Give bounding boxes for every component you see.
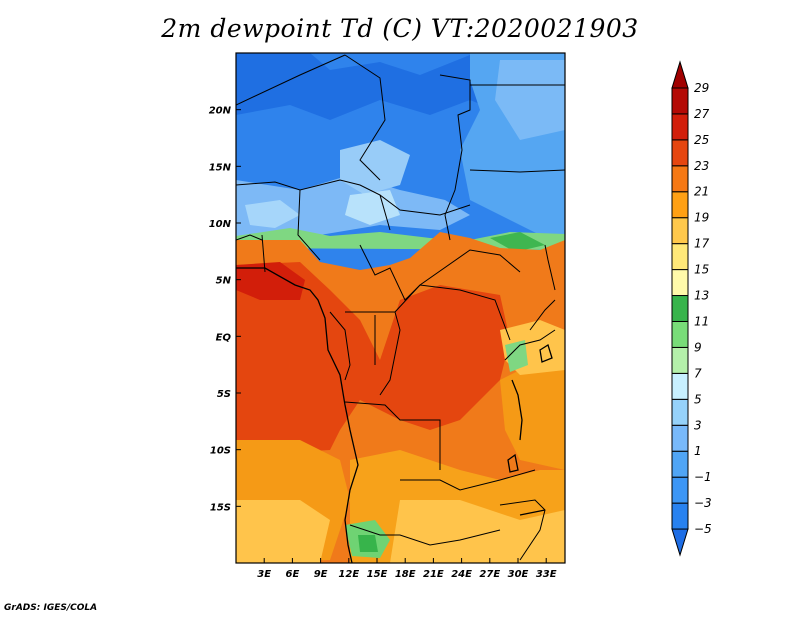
colorbar-label: 27 xyxy=(694,107,710,121)
x-tick-label: 30E xyxy=(508,569,529,580)
y-axis: 20N 15N 10N 5N EQ 5S 10S 15S xyxy=(209,106,241,513)
colorbar-bin xyxy=(671,217,689,245)
colorbar-bin xyxy=(671,87,689,115)
colorbar-bin-high xyxy=(671,60,689,89)
map-frame xyxy=(235,52,566,564)
y-tick-label: 20N xyxy=(209,106,232,117)
x-tick-label: 6E xyxy=(286,569,300,580)
colorbar-label: 21 xyxy=(694,185,709,199)
y-tick-label: EQ xyxy=(216,332,232,343)
colorbar-label: −3 xyxy=(694,496,712,510)
colorbar-bin-low xyxy=(671,528,689,557)
colorbar-label: 11 xyxy=(694,314,709,328)
colorbar-bin xyxy=(671,243,689,271)
colorbar-bin xyxy=(671,502,689,530)
colorbar-label: 7 xyxy=(694,366,702,380)
x-tick-label: 33E xyxy=(536,569,557,580)
x-tick-label: 15E xyxy=(367,569,388,580)
colorbar-bin xyxy=(671,139,689,167)
x-tick-label: 12E xyxy=(338,569,359,580)
colorbar-label: 19 xyxy=(694,211,709,225)
y-tick-label: 5N xyxy=(216,276,232,287)
colorbar-label: 29 xyxy=(694,81,709,95)
colorbar-label: 5 xyxy=(694,392,702,406)
y-tick-label: 15S xyxy=(210,502,231,513)
colorbar-label: −5 xyxy=(694,522,712,536)
colorbar-label: 23 xyxy=(694,159,709,173)
dewpoint-field xyxy=(236,53,565,563)
y-tick-label: 10S xyxy=(210,446,231,457)
colorbar-label: 15 xyxy=(694,263,709,277)
colorbar-bin xyxy=(671,424,689,452)
x-tick-label: 3E xyxy=(257,569,271,580)
colorbar-bin xyxy=(671,320,689,348)
colorbar-label: 25 xyxy=(694,133,709,147)
x-tick-label: 9E xyxy=(314,569,328,580)
colorbar-bin xyxy=(671,372,689,400)
colorbar-label: 3 xyxy=(694,418,702,432)
coastline xyxy=(236,267,553,563)
x-tick-label: 24E xyxy=(451,569,472,580)
colorbar-label: 9 xyxy=(694,340,702,354)
colorbar-bin xyxy=(671,346,689,374)
colorbar-label: 17 xyxy=(694,237,710,251)
colorbar-label: −1 xyxy=(694,470,712,484)
colorbar-bin xyxy=(671,191,689,219)
x-tick-label: 27E xyxy=(479,569,500,580)
credit-text: GrADS: IGES/COLA xyxy=(4,603,98,613)
x-tick-label: 21E xyxy=(423,569,444,580)
x-tick-label: 18E xyxy=(395,569,416,580)
colorbar-bin xyxy=(671,113,689,141)
x-axis: 3E 6E 9E 12E 15E 18E 21E 24E 27E 30E 33E xyxy=(257,558,557,580)
colorbar-label: 1 xyxy=(694,444,702,458)
colorbar-bin xyxy=(671,269,689,297)
y-tick-label: 10N xyxy=(209,219,232,230)
colorbar-bin xyxy=(671,450,689,478)
colorbar-bin xyxy=(671,476,689,504)
y-tick-label: 15N xyxy=(209,162,232,173)
colorbar-bin xyxy=(671,398,689,426)
y-tick-label: 5S xyxy=(217,389,231,400)
colorbar-bin xyxy=(671,295,689,322)
colorbar-label: 13 xyxy=(694,289,709,303)
map-title: 2m dewpoint Td (C) VT:2020021903 xyxy=(161,14,639,43)
colorbar-bin xyxy=(671,165,689,193)
